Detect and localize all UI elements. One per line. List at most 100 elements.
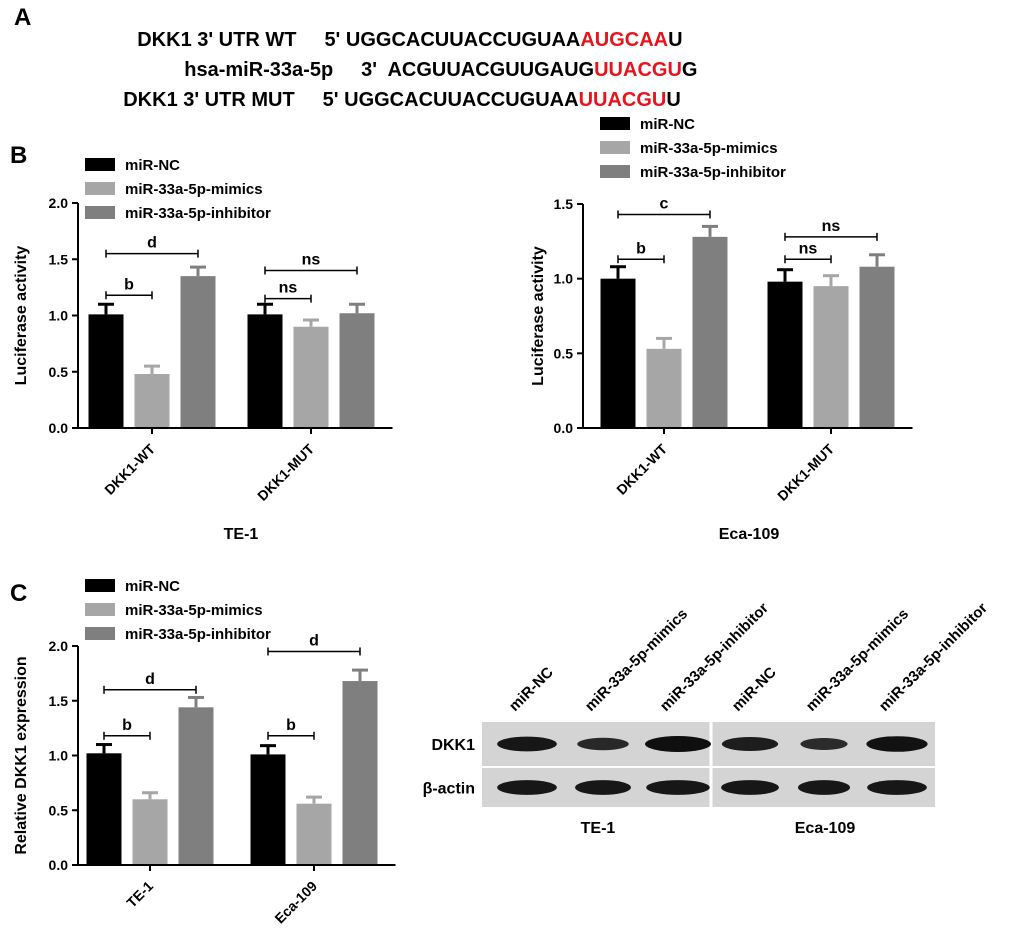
chart2-bar [178,707,214,865]
chart1-y-tick-label: 0.5 [554,345,574,361]
chart0-bar [247,314,283,428]
chart2-x-tick-label: Eca-109 [271,878,320,927]
chart1-legend-swatch [600,117,630,130]
seed-match: UUACGU [594,59,682,81]
chart0-legend-swatch [85,206,115,219]
chart0-bar [180,276,216,428]
chart2-bar [342,681,378,865]
actin-band [497,780,557,795]
dkk1-band [721,737,779,751]
sequence-tail: U [668,29,683,51]
chart0-y-axis-label: Luciferase activity [13,246,30,386]
chart1-legend-label: miR-33a-5p-inhibitor [640,164,786,181]
actin-band [646,780,710,795]
chart2-legend-swatch [85,603,115,616]
chart0-bar [88,314,124,428]
sequence-row-wt: DKK1 3' UTR WT 5' UGGCACUUACCUGUAAAUGCAAU [115,6,683,75]
sequence-bases: UGGCACUUACCUGUAA [345,29,581,51]
sequence-prime: 5' [322,89,339,111]
chart1-sig-label: ns [822,218,841,235]
blot-group-label: TE-1 [581,820,616,837]
actin-band [575,780,631,795]
chart2-y-tick-label: 0.5 [49,802,69,818]
chart1-x-tick-label: DKK1-MUT [774,440,837,503]
panel-label-b: B [10,142,28,169]
blot-row-label: β-actin [423,781,475,798]
dkk1-band [497,736,557,752]
chart0-y-tick-label: 0.5 [49,364,69,380]
chart2-y-tick-label: 2.0 [49,638,69,654]
chart2-legend-label: miR-33a-5p-inhibitor [125,626,271,643]
chart0-sig-label: ns [302,252,321,269]
panel-label-c: C [10,580,28,607]
chart1-x-tick-label: DKK1-WT [613,440,670,497]
chart2-legend-label: miR-NC [125,578,180,595]
dkk1-band [577,737,629,751]
chart1-chart-title: Eca-109 [719,526,780,543]
blot-group-label: Eca-109 [795,820,856,837]
sequence-name: DKK1 3' UTR MUT [123,89,295,111]
chart0-chart-title: TE-1 [224,526,259,543]
dkk1-band [800,738,848,750]
chart1-bar [767,281,803,428]
chart0-y-tick-label: 0.0 [49,420,69,436]
chart2-bar [132,799,168,865]
sequence-row-mirna: hsa-miR-33a-5p 3' ACGUUACGUUGAUGUUACGUG [162,36,697,105]
mutated-seed: UUACGU [578,89,667,111]
actin-band [721,780,779,795]
chart0-y-tick-label: 1.5 [49,251,69,267]
chart2-y-axis-label: Relative DKK1 expression [13,656,30,854]
chart0-legend-label: miR-33a-5p-inhibitor [125,205,271,222]
chart1-legend-swatch [600,141,630,154]
chart0-x-tick-label: DKK1-WT [101,440,158,497]
sequence-prime: 3' [361,59,378,81]
chart0-legend-swatch [85,182,115,195]
chart1-bar [600,278,636,428]
sequence-name: hsa-miR-33a-5p [184,59,334,81]
chart2-bar [296,803,332,865]
dkk1-band [866,736,928,752]
chart1-legend-label: miR-NC [640,116,695,133]
chart0-sig-label: d [147,235,157,252]
chart0-y-tick-label: 2.0 [49,195,69,211]
chart2-legend-swatch [85,627,115,640]
chart2-sig-label: d [309,632,319,649]
blot-lane-label: miR-NC [729,664,780,715]
chart1-y-axis-label: Luciferase activity [530,246,547,386]
chart0-legend-label: miR-NC [125,157,180,174]
blot-row-label: DKK1 [431,737,475,754]
chart1-sig-label: b [636,240,646,257]
sequence-bases: UGGCACUUACCUGUAA [344,89,579,111]
chart0-sig-label: b [124,276,134,293]
sequence-name: DKK1 3' UTR WT [137,29,297,51]
sequence-tail: G [681,59,698,81]
chart1-sig-label: ns [799,240,818,257]
chart0-sig-label: ns [279,280,298,297]
chart0-y-tick-label: 1.0 [49,308,69,324]
sequence-bases: ACGUUACGUUGAUG [387,59,595,81]
sequence-row-mut: DKK1 3' UTR MUT 5' UGGCACUUACCUGUAAUUACGU… [101,66,681,135]
chart2-sig-label: d [145,671,155,688]
chart0-x-tick-label: DKK1-MUT [254,440,317,503]
chart1-legend-swatch [600,165,630,178]
chart1-y-tick-label: 1.5 [554,196,574,212]
panel-label-a: A [14,4,32,31]
chart1-bar [646,348,682,428]
seed-match: AUGCAA [580,29,669,51]
chart2-legend-label: miR-33a-5p-mimics [125,602,263,619]
chart2-bar [86,753,122,865]
chart0-bar [339,313,375,428]
chart2-x-tick-label: TE-1 [123,878,156,911]
chart1-y-tick-label: 1.0 [554,271,574,287]
actin-band [867,780,927,795]
chart1-legend-label: miR-33a-5p-mimics [640,140,778,157]
chart0-legend-label: miR-33a-5p-mimics [125,181,263,198]
chart2-bar [250,754,286,865]
chart1-bar [859,266,895,428]
chart2-y-tick-label: 0.0 [49,857,69,873]
sequence-tail: U [666,89,681,111]
chart1-y-tick-label: 0.0 [554,420,574,436]
dkk1-band [645,736,711,752]
actin-band [798,780,850,795]
